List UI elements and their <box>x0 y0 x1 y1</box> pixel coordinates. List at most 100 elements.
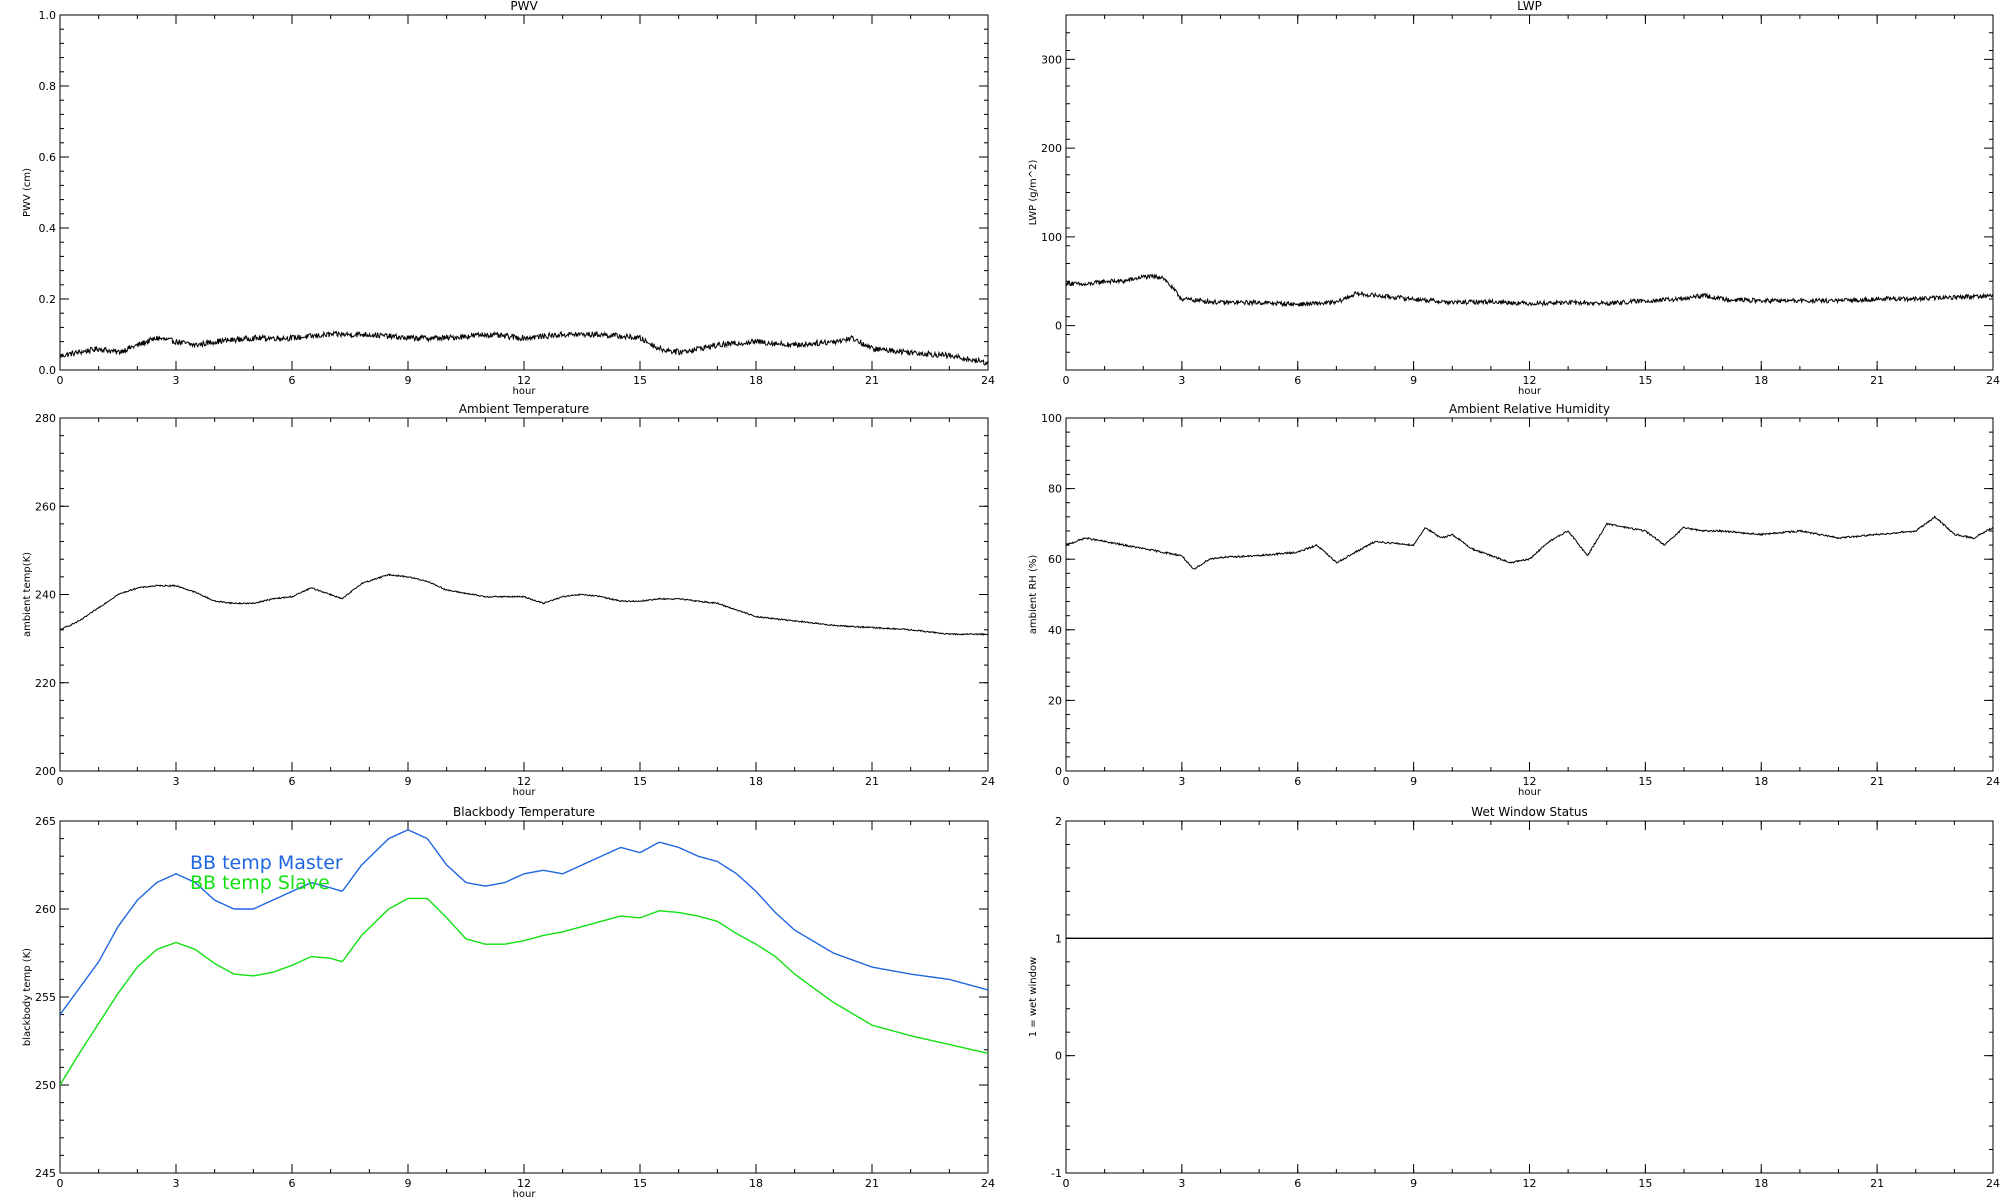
chart-panel-1: LWP 0 3 6 9 12 15 18 21 24 hour 0 100 200 300 LWP (g/m^… <box>1028 0 2000 397</box>
y-tick-label: 250 <box>35 1079 56 1092</box>
y-tick-label: 265 <box>35 815 56 828</box>
x-tick-label: 6 <box>1294 1177 1301 1190</box>
chart-title: LWP <box>1517 0 1542 13</box>
y-tick-label: 0 <box>1055 765 1062 778</box>
y-tick-label: 245 <box>35 1167 56 1180</box>
chart-panel-2: Ambient Temperature 0 3 6 9 12 15 18 21 24 hour 200… <box>22 402 995 798</box>
chart-panel-3: Ambient Relative Humidity 0 3 6 9 12 15 18 21 24 h… <box>1028 402 2000 798</box>
x-tick-label: 12 <box>1523 775 1537 788</box>
x-tick-label: 15 <box>633 775 647 788</box>
x-tick-label: 21 <box>1870 1177 1884 1190</box>
x-tick-label: 12 <box>517 374 531 387</box>
x-tick-label: 6 <box>1294 775 1301 788</box>
plot-frame <box>59 14 989 371</box>
plot-frame <box>1065 417 1994 772</box>
series-line-0 <box>1066 515 1993 570</box>
legend-label-0: BB temp Master <box>190 852 343 874</box>
x-tick-label: 3 <box>1178 374 1185 387</box>
x-tick-label: 3 <box>1178 1177 1185 1190</box>
y-tick-label: 1 <box>1055 932 1062 945</box>
y-axis-label: ambient temp(K) <box>22 552 33 637</box>
y-tick-label: 40 <box>1048 624 1062 637</box>
x-tick-label: 6 <box>289 1177 296 1190</box>
y-tick-label: 220 <box>35 677 56 690</box>
x-tick-label: 18 <box>749 775 763 788</box>
x-axis-label: hour <box>513 1189 537 1200</box>
x-axis-label: hour <box>1518 787 1542 798</box>
x-tick-label: 24 <box>981 1177 995 1190</box>
x-tick-label: 18 <box>749 374 763 387</box>
x-tick-label: 9 <box>1410 1177 1417 1190</box>
y-tick-label: 260 <box>35 500 56 513</box>
x-tick-label: 21 <box>1870 374 1884 387</box>
y-tick-label: 100 <box>1041 412 1062 425</box>
x-axis-label: hour <box>513 787 537 798</box>
x-tick-label: 9 <box>405 1177 412 1190</box>
y-tick-label: 200 <box>35 765 56 778</box>
x-axis-label: hour <box>1518 386 1542 397</box>
y-axis-label: LWP (g/m^2) <box>1028 160 1039 226</box>
y-tick-label: 255 <box>35 991 56 1004</box>
y-tick-label: 2 <box>1055 815 1062 828</box>
x-tick-label: 9 <box>1410 374 1417 387</box>
legend-label-1: BB temp Slave <box>190 872 330 894</box>
y-tick-label: 200 <box>1041 142 1062 155</box>
x-tick-label: 3 <box>173 1177 180 1190</box>
x-tick-label: 24 <box>1986 775 2000 788</box>
x-tick-label: 15 <box>633 374 647 387</box>
x-tick-label: 9 <box>405 374 412 387</box>
x-tick-label: 0 <box>57 1177 64 1190</box>
series-line-0 <box>60 573 988 636</box>
x-tick-label: 6 <box>1294 374 1301 387</box>
x-tick-label: 0 <box>1063 775 1070 788</box>
x-tick-label: 21 <box>865 374 879 387</box>
y-tick-label: -1 <box>1051 1167 1062 1180</box>
chart-panel-0: PWV 0 3 6 9 12 15 18 21 24 hour 0.0 0.2 0.4 0.6 0.8 1.0 P… <box>22 0 995 397</box>
x-tick-label: 24 <box>981 775 995 788</box>
series-line-1 <box>60 897 988 1086</box>
x-tick-label: 18 <box>749 1177 763 1190</box>
x-tick-label: 24 <box>981 374 995 387</box>
x-tick-label: 3 <box>173 374 180 387</box>
y-tick-label: 300 <box>1041 53 1062 66</box>
y-tick-label: 100 <box>1041 231 1062 244</box>
y-tick-label: 240 <box>35 589 56 602</box>
plot-frame <box>1065 14 1994 371</box>
chart-title: PWV <box>510 0 538 13</box>
x-tick-label: 15 <box>1638 1177 1652 1190</box>
y-axis-label: ambient RH (%) <box>1028 555 1039 635</box>
y-tick-label: 280 <box>35 412 56 425</box>
x-tick-label: 12 <box>1523 1177 1537 1190</box>
y-tick-label: 0.2 <box>39 293 57 306</box>
y-tick-label: 80 <box>1048 483 1062 496</box>
x-tick-label: 0 <box>57 775 64 788</box>
x-tick-label: 18 <box>1754 374 1768 387</box>
y-tick-label: 0.6 <box>39 151 57 164</box>
x-tick-label: 9 <box>405 775 412 788</box>
y-tick-label: 0 <box>1055 1050 1062 1063</box>
x-tick-label: 12 <box>517 1177 531 1190</box>
y-axis-label: 1 = wet window <box>1028 957 1039 1037</box>
x-tick-label: 12 <box>517 775 531 788</box>
y-tick-label: 0 <box>1055 320 1062 333</box>
series-line-0 <box>1066 273 1993 308</box>
y-tick-label: 60 <box>1048 553 1062 566</box>
series-line-0 <box>60 829 988 1016</box>
x-tick-label: 21 <box>865 775 879 788</box>
x-tick-label: 0 <box>1063 374 1070 387</box>
x-tick-label: 9 <box>1410 775 1417 788</box>
y-axis-label: PWV (cm) <box>22 168 33 217</box>
x-tick-label: 18 <box>1754 775 1768 788</box>
y-tick-label: 1.0 <box>39 9 57 22</box>
y-tick-label: 260 <box>35 903 56 916</box>
x-tick-label: 15 <box>1638 374 1652 387</box>
x-tick-label: 24 <box>1986 1177 2000 1190</box>
x-tick-label: 18 <box>1754 1177 1768 1190</box>
plot-frame <box>1065 820 1994 1174</box>
x-axis-label: hour <box>513 386 537 397</box>
x-tick-label: 3 <box>173 775 180 788</box>
x-tick-label: 3 <box>1178 775 1185 788</box>
chart-panel-4: Blackbody Temperature 0 3 6 9 12 15 18 21 24 hour 2… <box>22 805 995 1200</box>
